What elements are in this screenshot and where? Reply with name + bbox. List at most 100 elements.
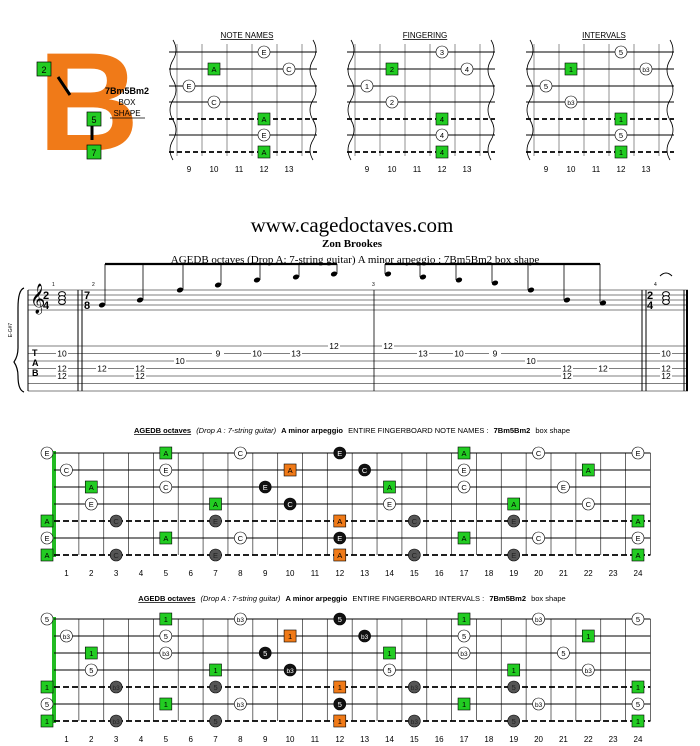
diagram-note-label: A (211, 65, 216, 74)
fret-number: 18 (484, 569, 493, 578)
board-note: b3 (109, 680, 123, 694)
board-note-label: 5 (45, 700, 49, 709)
tuning-label: E-G#7 (8, 323, 14, 338)
fret-number: 16 (435, 735, 444, 744)
tab-number: 9 (493, 349, 498, 359)
board-note-label: E (387, 500, 392, 509)
board-note-label: A (89, 483, 94, 492)
fret-number: 19 (509, 735, 518, 744)
board-note: C (408, 514, 421, 528)
board-note-marker (631, 446, 645, 460)
tab-number: 12 (135, 364, 145, 374)
fb2-heading: AGEDB octaves (Drop A : 7-string guitar)… (138, 594, 565, 603)
board-note: b3 (581, 663, 595, 677)
diagram-note-marker (207, 95, 221, 109)
note-head (527, 287, 535, 293)
board-note-label: C (461, 483, 467, 492)
fret-number: 2 (89, 569, 94, 578)
board-note-marker (159, 629, 173, 643)
diagram-title: INTERVALS (582, 31, 626, 40)
board-note-marker (507, 497, 521, 511)
diagram-note-label: 4 (440, 148, 444, 157)
board-note: A (84, 480, 98, 494)
diagram-note-marker (614, 145, 628, 159)
board-note: E (258, 480, 272, 494)
fret-number: 8 (238, 569, 243, 578)
tab-number: 12 (135, 371, 145, 381)
fret-number: 12 (335, 735, 344, 744)
board-note-label: b3 (113, 719, 121, 726)
diagram-note: 1 (614, 145, 628, 159)
board-note-label: 5 (387, 666, 391, 675)
board-note: b3 (408, 680, 421, 694)
board-note-marker (109, 514, 123, 528)
tab-number: 12 (97, 364, 107, 374)
diagram-note-label: 3 (440, 48, 444, 57)
board-note-marker (507, 663, 521, 677)
board-note: A (457, 446, 471, 460)
diagram-note-label: E (186, 82, 191, 91)
board-note-label: E (44, 534, 49, 543)
board-note-marker (283, 497, 297, 511)
diagram-note-marker (360, 79, 374, 93)
diagram-fret-number: 11 (235, 165, 244, 174)
board-note-label: E (89, 500, 94, 509)
note-head (136, 297, 144, 303)
board-note: 5 (507, 680, 521, 694)
tab-number: 10 (454, 349, 464, 359)
diagram-note-marker (435, 112, 449, 126)
tab-number-bg (660, 349, 672, 358)
diagram-fret-number: 11 (592, 165, 601, 174)
board-note-marker (532, 612, 545, 626)
diagram-fret-number: 11 (413, 165, 422, 174)
board-note-marker (234, 612, 247, 626)
board-note-label: 5 (636, 700, 640, 709)
board-note: E (383, 497, 396, 511)
fret-number: 13 (360, 735, 369, 744)
tab-number-bg (489, 349, 501, 358)
board-note-marker (40, 514, 54, 528)
board-note-label: 1 (338, 683, 342, 692)
board-note: E (159, 463, 173, 477)
fret-number: 3 (114, 569, 119, 578)
site-name: www.cagedoctaves.com (251, 213, 454, 237)
tab-number-bg (134, 372, 146, 380)
board-note-marker (631, 714, 645, 728)
board-note-marker (109, 680, 123, 694)
diagram-note-marker (435, 128, 449, 142)
board-note-label: 1 (213, 666, 217, 675)
board-note-marker (557, 646, 570, 660)
board-note: A (507, 497, 521, 511)
board-note-marker (234, 446, 247, 460)
board-note-label: E (213, 517, 218, 526)
board-note: 5 (40, 697, 54, 711)
measure-number: 3 (372, 282, 375, 288)
board-note-label: A (44, 551, 49, 560)
diagram-note-label: 1 (365, 82, 369, 91)
board-note-label: A (337, 517, 342, 526)
diagram-note-marker (207, 62, 221, 76)
fret-number: 18 (484, 735, 493, 744)
tab-number: 12 (329, 341, 339, 351)
board-note-label: A (163, 534, 168, 543)
board-note: 5 (209, 714, 222, 728)
board-note-marker (234, 697, 247, 711)
board-note: C (358, 463, 371, 477)
board-note-label: A (635, 517, 640, 526)
tab-number-bg (328, 342, 340, 350)
box-shape-logo: B 2 5 7 7Bm5Bm2 BOX SHAPE (36, 23, 149, 180)
diagram-note-label: 5 (544, 82, 548, 91)
board-note: b3 (408, 714, 421, 728)
fret-number: 4 (139, 569, 144, 578)
board-note-label: A (635, 551, 640, 560)
board-note-label: E (213, 551, 218, 560)
board-note-marker (457, 463, 471, 477)
board-note: 1 (383, 646, 396, 660)
measure-number: 2 (92, 282, 95, 288)
board-note: b3 (457, 646, 471, 660)
diagram-break-left (347, 39, 355, 161)
fret-number: 5 (164, 569, 169, 578)
board-note-label: 5 (213, 717, 217, 726)
board-note-marker (283, 463, 297, 477)
